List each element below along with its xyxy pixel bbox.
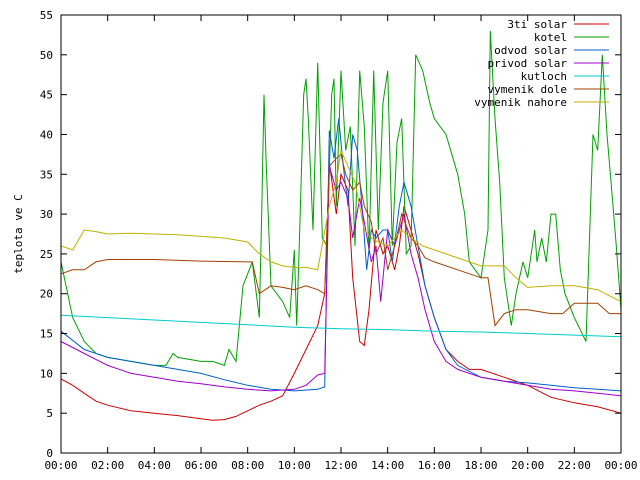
- y-tick-label: 25: [40, 248, 53, 261]
- legend-label: vymenik dole: [488, 83, 567, 96]
- series-line-2: [60, 118, 622, 392]
- x-tick-label: 04:00: [138, 459, 171, 472]
- legend-label: vymenik nahore: [474, 96, 567, 109]
- y-tick-label: 5: [46, 407, 53, 420]
- legend-label: odvod solar: [494, 44, 567, 57]
- series-line-6: [60, 148, 622, 303]
- legend-label: 3ti solar: [507, 18, 567, 31]
- y-tick-label: 10: [40, 367, 53, 380]
- y-axis-label: teplota ve C: [12, 194, 25, 273]
- series-layer: [60, 30, 622, 421]
- y-tick-label: 55: [40, 9, 53, 22]
- x-tick-label: 10:00: [278, 459, 311, 472]
- x-tick-label: 00:00: [604, 459, 637, 472]
- x-tick-label: 18:00: [464, 459, 497, 472]
- y-tick-label: 40: [40, 128, 53, 141]
- legend-label: privod solar: [488, 57, 568, 70]
- x-tick-label: 20:00: [511, 459, 544, 472]
- y-tick-label: 30: [40, 208, 53, 221]
- x-tick-label: 16:00: [418, 459, 451, 472]
- legend-label: kotel: [534, 31, 567, 44]
- series-line-4: [60, 314, 622, 338]
- y-tick-label: 20: [40, 288, 53, 301]
- x-tick-label: 06:00: [184, 459, 217, 472]
- y-tick-label: 35: [40, 168, 53, 181]
- x-tick-label: 14:00: [371, 459, 404, 472]
- series-line-3: [60, 166, 622, 397]
- y-tick-label: 50: [40, 49, 53, 62]
- series-line-5: [60, 153, 621, 327]
- x-tick-label: 02:00: [91, 459, 124, 472]
- x-tick-label: 08:00: [231, 459, 264, 472]
- x-tick-label: 22:00: [558, 459, 591, 472]
- y-tick-label: 0: [46, 447, 53, 460]
- series-line-1: [60, 30, 622, 367]
- y-tick-label: 15: [40, 328, 53, 341]
- legend-label: kutloch: [521, 70, 567, 83]
- ticks-layer: 0 5 10 15 20 25 30 35 40 45 50 55 00:00 02:00 04:00 06:…: [40, 9, 638, 472]
- x-tick-label: 12:00: [324, 459, 357, 472]
- x-tick-label: 00:00: [44, 459, 77, 472]
- y-tick-label: 45: [40, 89, 53, 102]
- series-line-0: [60, 162, 622, 421]
